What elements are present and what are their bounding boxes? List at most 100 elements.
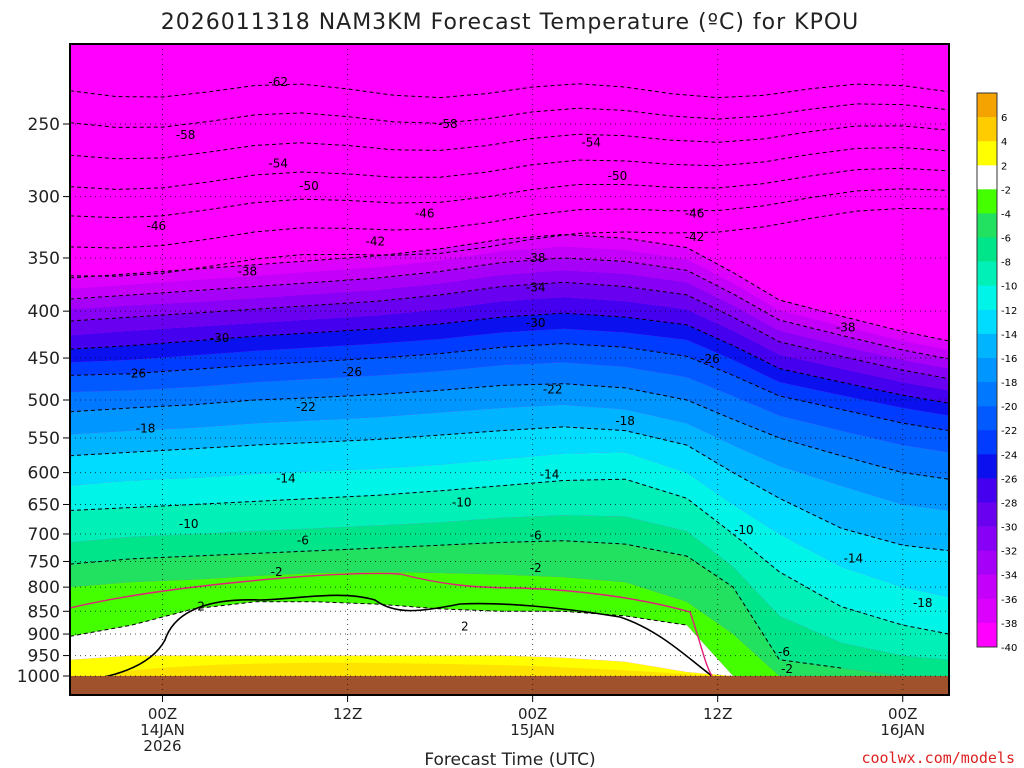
contour-label: -2: [781, 662, 793, 676]
contour-line: [70, 540, 842, 669]
colorbar-swatch: [977, 333, 997, 359]
contour-label: -50: [608, 169, 628, 183]
contour-label: -10: [452, 496, 472, 510]
colorbar-label: -16: [1001, 354, 1017, 365]
contour-label: -6: [297, 534, 309, 548]
contour-line: [70, 125, 949, 160]
contour-line: [70, 312, 949, 404]
y-tick-label: 450: [28, 349, 60, 369]
temperature-band: [70, 246, 949, 359]
contour-label: -50: [299, 179, 319, 193]
colorbar: 6 4 2 -2 -4 -6 -8 -10 -12 -14 -16 -18 -20 -22 -24 -26 -2…: [976, 92, 1017, 654]
temperature-band: [70, 540, 949, 676]
x-tick-label: 15JAN: [510, 721, 555, 739]
contour-line: [70, 147, 949, 190]
colorbar-swatch: [977, 93, 997, 118]
ground-terrain: [70, 676, 949, 695]
contour-label: -38: [526, 251, 546, 265]
contour-label: -14: [844, 551, 864, 565]
contour-label: -22: [296, 400, 316, 414]
contour-line: [70, 233, 949, 342]
y-tick-label: 550: [28, 429, 60, 449]
y-tick-label: 850: [28, 602, 60, 622]
chart-title: 2026011318 NAM3KM Forecast Temperature (…: [161, 10, 860, 35]
contour-label: -18: [913, 596, 933, 610]
colorbar-label: 6: [1001, 113, 1007, 124]
colorbar-label: -28: [1001, 499, 1017, 510]
contour-label: -58: [438, 117, 458, 131]
temperature-band: [70, 426, 949, 597]
colorbar-label: -36: [1001, 595, 1017, 606]
contour-label: -54: [581, 136, 601, 150]
contour-label: -18: [615, 414, 635, 428]
contour-line: [70, 478, 949, 635]
x-tick-label: 00Z: [518, 705, 547, 723]
warm-layer: [116, 662, 718, 676]
colorbar-label: -18: [1001, 378, 1017, 389]
contour-label: -22: [543, 383, 563, 397]
colorbar-swatch: [977, 237, 997, 262]
y-tick-label: 400: [28, 302, 60, 322]
y-axis: 250 300 350 400 450 500 550 600 650 700 750 800 850 9…: [17, 115, 70, 687]
temperature-band: [70, 479, 949, 660]
contour-line: [70, 601, 687, 637]
colorbar-label: -20: [1001, 402, 1017, 413]
y-tick-label: 800: [28, 578, 60, 598]
colorbar-label: -10: [1001, 282, 1017, 293]
temperature-band: [70, 404, 949, 551]
colorbar-swatch: [977, 382, 997, 407]
contour-0c-black: [70, 594, 713, 684]
color-bands: [70, 234, 949, 676]
colorbar-label: -24: [1001, 450, 1017, 461]
colorbar-swatch: [977, 261, 997, 286]
colorbar-label: -32: [1001, 547, 1017, 558]
temperature-band: [70, 258, 949, 369]
colorbar-label: -14: [1001, 330, 1017, 341]
temperature-band: [70, 343, 949, 453]
contour-label: -46: [415, 206, 435, 220]
colorbar-label: -30: [1001, 523, 1017, 534]
temperature-band: [70, 313, 949, 416]
colorbar-swatch: [977, 117, 997, 142]
contour-0c-pink: [70, 572, 713, 677]
colorbar-label: -40: [1001, 643, 1017, 654]
colorbar-label: -38: [1001, 619, 1017, 630]
contour-label: -30: [210, 331, 230, 345]
colorbar-label: -8: [1001, 258, 1011, 269]
y-tick-label: 600: [28, 464, 60, 484]
contour-label: -42: [685, 230, 705, 244]
colorbar-label: -4: [1001, 209, 1011, 220]
contour-label: -46: [147, 219, 167, 233]
temperature-band: [70, 452, 949, 634]
contour-label: -26: [127, 367, 147, 381]
temperature-band: [70, 383, 949, 511]
x-tick-label: 2026: [143, 737, 181, 755]
contour-line: [70, 167, 949, 219]
contour-line: [70, 83, 949, 99]
colorbar-swatch: [977, 406, 997, 431]
colorbar-label: -26: [1001, 474, 1017, 485]
x-tick-label: 12Z: [703, 705, 732, 723]
colorbar-swatch: [977, 358, 997, 383]
colorbar-label: -22: [1001, 426, 1017, 437]
contour-label: -62: [268, 75, 288, 89]
colorbar-label: -34: [1001, 571, 1017, 582]
grid-lines: [70, 44, 949, 695]
colorbar-swatch: [977, 598, 997, 624]
temperature-band: [70, 601, 949, 676]
contour-label: -46: [685, 206, 705, 220]
colorbar-frame: [976, 92, 998, 648]
colorbar-label: -6: [1001, 234, 1011, 245]
contour-label: -6: [530, 529, 542, 543]
colorbar-label: 2: [1001, 161, 1007, 172]
colorbar-label: -2: [1001, 185, 1011, 196]
colorbar-label: 4: [1001, 137, 1007, 148]
contour-label: -42: [366, 235, 386, 249]
contour-label: -26: [700, 352, 720, 366]
colorbar-swatch: [977, 309, 997, 335]
contour-line: [70, 426, 949, 552]
contour-label: 2: [197, 600, 205, 614]
contour-label: -2: [271, 565, 283, 579]
